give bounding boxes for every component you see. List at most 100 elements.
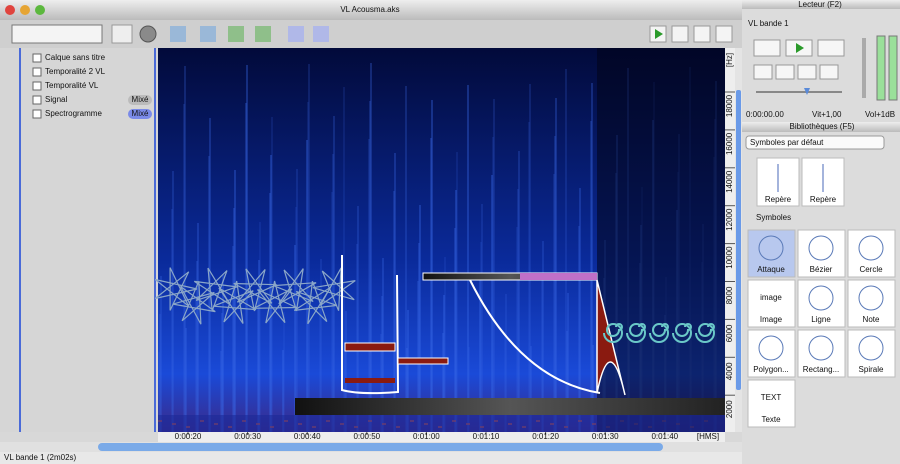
texture (419, 205, 421, 432)
tool-button[interactable] (313, 26, 329, 42)
texture (283, 312, 285, 432)
zoom-in-button[interactable] (776, 65, 794, 79)
texture (456, 152, 458, 432)
frequency-label: 6000 (725, 324, 734, 342)
spectrogram-view (155, 48, 725, 432)
texture (518, 151, 520, 432)
texture (579, 188, 581, 432)
layer-name: Signal (45, 95, 67, 104)
zoom-button[interactable] (35, 5, 45, 15)
texture (370, 63, 372, 432)
time-label: 0:00:20 (175, 432, 202, 441)
tool-button[interactable] (288, 26, 304, 42)
checkbox[interactable] (33, 82, 41, 90)
texture (394, 153, 396, 432)
layer-name: Temporalité 2 VL (45, 67, 106, 76)
checkbox[interactable] (33, 68, 41, 76)
texture (493, 99, 495, 432)
symbol-label: Note (863, 315, 880, 324)
window-title: VL Acousma.aks (340, 5, 399, 14)
texture (308, 64, 310, 432)
frequency-label: 4000 (725, 362, 734, 380)
checkbox[interactable] (33, 54, 41, 62)
time-label: 0:01:00 (413, 432, 440, 441)
texture (172, 171, 174, 432)
texture (271, 117, 273, 432)
rectangle-symbol (398, 358, 448, 364)
tool-button[interactable] (200, 26, 216, 42)
tool-button[interactable] (694, 26, 710, 42)
toolbar (0, 20, 742, 48)
tool-button[interactable] (255, 26, 271, 42)
player-speed: Vit+1,00 (812, 110, 842, 119)
rectangle-symbol (345, 343, 395, 351)
layer-panel (0, 48, 158, 432)
frequency-unit: [Hz] (725, 53, 734, 67)
texture (246, 65, 248, 432)
time-label: 0:00:50 (353, 432, 380, 441)
level-meter (877, 36, 885, 100)
screen: VL Acousma.aks Calque sans titreTemporal… (0, 0, 900, 464)
tool-button[interactable] (112, 25, 132, 43)
symbol-label: Polygon... (753, 365, 789, 374)
frequency-label: 10000 (725, 246, 734, 269)
frequency-label: 16000 (725, 132, 734, 155)
symbol-label: Rectang... (803, 365, 839, 374)
layer-name: Temporalité VL (45, 81, 99, 90)
info-button[interactable] (672, 26, 688, 42)
texture (160, 276, 162, 432)
player-track: VL bande 1 (748, 19, 789, 28)
time-label: 0:01:30 (592, 432, 619, 441)
forward-button[interactable] (818, 40, 844, 56)
marker-label: Repère (765, 195, 792, 204)
follow-button[interactable] (798, 65, 816, 79)
frequency-label: 12000 (725, 208, 734, 231)
status-bar (0, 452, 742, 464)
tool-button[interactable] (170, 26, 186, 42)
gradient-bar (295, 398, 725, 415)
rewind-button[interactable] (754, 40, 780, 56)
level-meter (889, 36, 897, 100)
tool-selector[interactable] (12, 25, 102, 43)
section-title: Symboles (756, 213, 791, 222)
time-label: 0:01:10 (473, 432, 500, 441)
tool-button[interactable] (228, 26, 244, 42)
close-button[interactable] (5, 5, 15, 15)
symbol-label: Bézier (810, 265, 833, 274)
texture (234, 170, 236, 432)
time-label: 0:00:30 (234, 432, 261, 441)
texture (431, 100, 433, 432)
frequency-label: 14000 (725, 170, 734, 193)
loop-button[interactable] (820, 65, 838, 79)
time-label: 0:00:40 (294, 432, 321, 441)
player-volume: Vol+1dB (865, 110, 895, 119)
settings-button[interactable] (140, 26, 156, 42)
player-title: Lecteur (F2) (798, 0, 842, 9)
library-title: Bibliothèques (F5) (790, 122, 855, 131)
symbol-label: Attaque (757, 265, 785, 274)
texture (259, 222, 261, 432)
symbol-label: Image (760, 315, 783, 324)
symbol-label: Ligne (811, 315, 831, 324)
texture (197, 223, 199, 432)
player-time: 0:00:00.00 (746, 110, 784, 119)
texture (555, 98, 557, 432)
checkbox[interactable] (33, 96, 41, 104)
time-label: 0:01:20 (532, 432, 559, 441)
checkbox[interactable] (33, 110, 41, 118)
texture (333, 116, 335, 432)
symbol-set: Symboles par défaut (750, 138, 824, 147)
zoom-out-button[interactable] (754, 65, 772, 79)
symbol-label: Texte (761, 415, 781, 424)
status-text: VL bande 1 (2m02s) (4, 453, 77, 462)
badge-text: Mixé (132, 95, 149, 104)
marker-label: Repère (810, 195, 837, 204)
minimize-button[interactable] (20, 5, 30, 15)
symbol-label: Cercle (859, 265, 883, 274)
tool-button[interactable] (716, 26, 732, 42)
texture (222, 275, 224, 432)
symbol-icon-text: TEXT (761, 393, 782, 402)
layer-name: Spectrogramme (45, 109, 102, 118)
texture (209, 118, 211, 432)
frequency-label: 18000 (725, 94, 734, 117)
